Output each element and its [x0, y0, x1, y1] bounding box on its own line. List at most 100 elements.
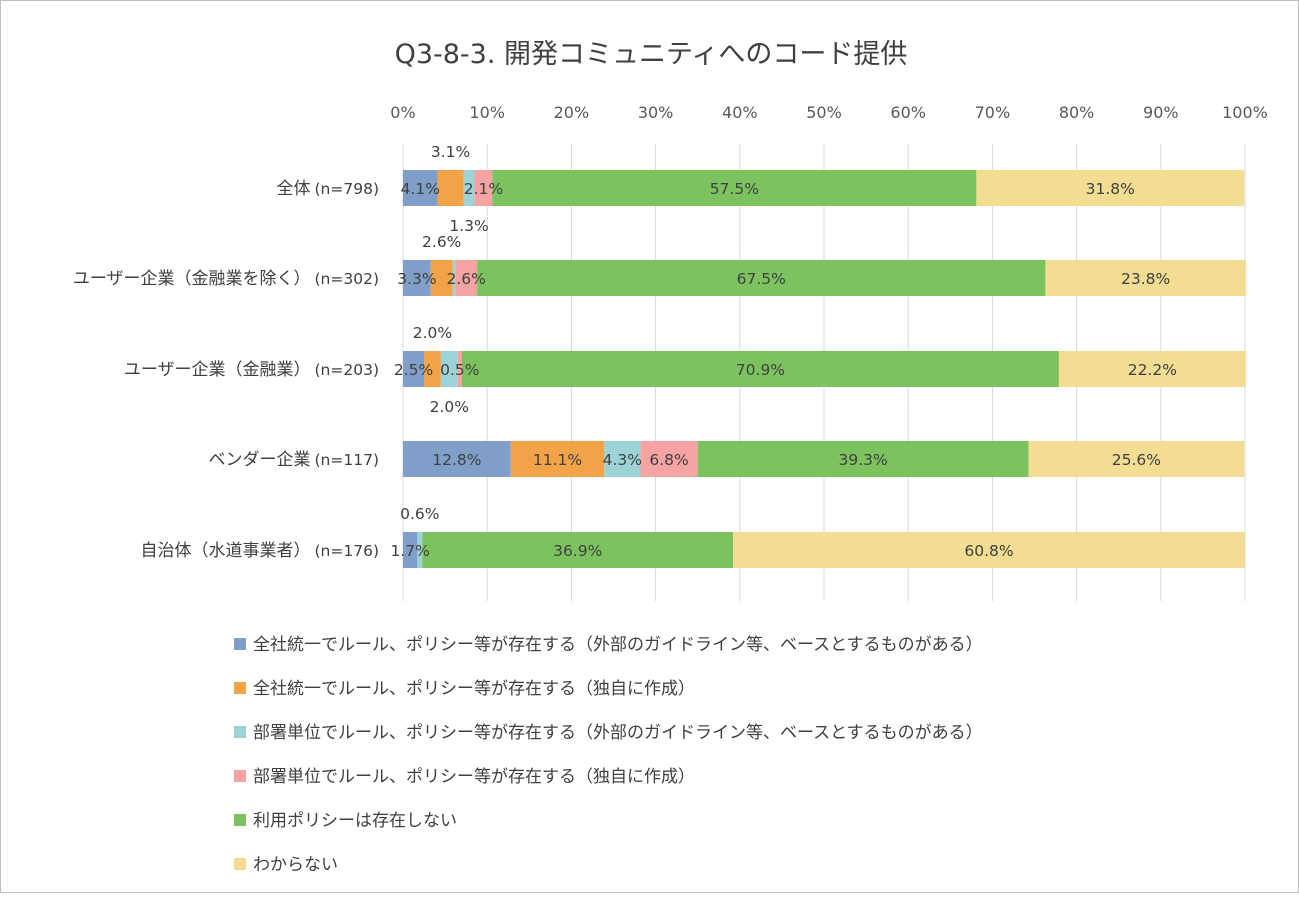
bar-segment: [1028, 441, 1245, 477]
legend-label: 全社統一でルール、ポリシー等が存在する（独自に作成）: [253, 679, 695, 699]
category-name: 全体: [277, 179, 311, 199]
data-labels: 4.1% 3.1% 1.3% 2.1% 57.5% 31.8% 3.3% 2.6% 2.6% 67…: [390, 143, 1177, 560]
legend-swatch: [234, 858, 246, 870]
data-label: 0.5%: [440, 361, 479, 379]
category-n: (n=203): [315, 361, 380, 379]
legend: 全社統一でルール、ポリシー等が存在する（外部のガイドライン等、ベースとするものが…: [234, 635, 983, 875]
data-label: 36.9%: [553, 542, 602, 560]
x-tick-label: 90%: [1143, 103, 1179, 122]
legend-label: 利用ポリシーは存在しない: [253, 811, 457, 831]
x-tick-label: 0%: [390, 103, 415, 122]
x-tick-label: 50%: [806, 103, 842, 122]
bar-segment: [976, 170, 1245, 206]
category-n: (n=176): [315, 542, 380, 560]
x-tick-label: 20%: [554, 103, 590, 122]
bar-segment: [461, 351, 1059, 387]
bar-segment: [697, 441, 1029, 477]
data-label: 12.8%: [432, 451, 481, 469]
data-label: 1.7%: [390, 542, 429, 560]
legend-label: 部署単位でルール、ポリシー等が存在する（独自に作成）: [253, 767, 695, 787]
data-label: 0.6%: [400, 505, 439, 523]
data-label: 25.6%: [1112, 451, 1161, 469]
data-label: 31.8%: [1086, 180, 1135, 198]
x-tick-label: 100%: [1222, 103, 1268, 122]
bar-segment: [463, 170, 475, 206]
legend-swatch: [234, 726, 246, 738]
data-label: 11.1%: [533, 451, 582, 469]
bar-segment: [640, 441, 698, 477]
data-label: 2.0%: [430, 398, 469, 416]
category-label: 全体 (n=798): [277, 179, 380, 199]
legend-swatch: [234, 682, 246, 694]
data-label: 23.8%: [1121, 270, 1170, 288]
category-name: ユーザー企業（金融業）: [124, 360, 311, 380]
category-labels: 全体 (n=798)ユーザー企業（金融業を除く） (n=302)ユーザー企業（金融業…: [73, 179, 379, 561]
category-label: ユーザー企業（金融業） (n=203): [124, 360, 379, 380]
category-label: 自治体（水道事業者） (n=176): [141, 541, 380, 561]
data-label: 2.6%: [422, 233, 461, 251]
bar-segments: [403, 170, 1246, 568]
bar-segment: [430, 260, 453, 296]
category-label: ベンダー企業 (n=117): [209, 450, 380, 470]
data-label: 4.1%: [401, 180, 440, 198]
data-label: 3.1%: [431, 143, 470, 161]
x-tick-label: 10%: [469, 103, 505, 122]
bar-segment: [437, 170, 464, 206]
legend-label: 全社統一でルール、ポリシー等が存在する（外部のガイドライン等、ベースとするものが…: [253, 635, 983, 655]
data-label: 4.3%: [603, 451, 642, 469]
category-n: (n=302): [315, 270, 380, 288]
bar-segment: [455, 260, 478, 296]
bar-segment: [403, 532, 418, 568]
data-label: 2.0%: [413, 324, 452, 342]
bar-segment: [733, 532, 1245, 568]
bar-segment: [424, 351, 441, 387]
x-tick-label: 70%: [975, 103, 1011, 122]
category-label: ユーザー企業（金融業を除く） (n=302): [73, 269, 379, 289]
x-axis-ticks: 0% 10% 20% 30% 40% 50% 60% 70% 80% 90% 100%: [390, 103, 1268, 122]
bar-segment: [604, 441, 641, 477]
chart-title: Q3-8-3. 開発コミュニティへのコード提供: [395, 39, 908, 70]
data-label: 3.3%: [397, 270, 436, 288]
legend-label: わからない: [253, 855, 338, 875]
data-label: 22.2%: [1128, 361, 1177, 379]
data-label: 6.8%: [649, 451, 688, 469]
data-label: 1.3%: [449, 217, 488, 235]
bar-segment: [440, 351, 458, 387]
bar-segment: [422, 532, 734, 568]
category-name: ユーザー企業（金融業を除く）: [73, 269, 311, 289]
data-label: 2.1%: [464, 180, 503, 198]
bar-segment: [1058, 351, 1246, 387]
legend-swatch: [234, 638, 246, 650]
bar-segment: [474, 170, 493, 206]
bar-segment: [403, 170, 438, 206]
legend-swatch: [234, 814, 246, 826]
category-name: 自治体（水道事業者）: [141, 541, 311, 561]
bar-segment: [492, 170, 977, 206]
legend-swatch: [234, 770, 246, 782]
bar-segment: [403, 351, 425, 387]
data-label: 57.5%: [710, 180, 759, 198]
x-tick-label: 40%: [722, 103, 758, 122]
bar-segment: [417, 532, 423, 568]
category-name: ベンダー企業: [209, 450, 311, 470]
x-tick-label: 30%: [638, 103, 674, 122]
data-label: 67.5%: [737, 270, 786, 288]
legend-label: 部署単位でルール、ポリシー等が存在する（外部のガイドライン等、ベースとするものが…: [253, 723, 983, 743]
data-label: 39.3%: [839, 451, 888, 469]
x-tick-label: 60%: [890, 103, 926, 122]
bar-segment: [1045, 260, 1246, 296]
bar-segment: [457, 351, 462, 387]
category-n: (n=798): [315, 180, 380, 198]
x-tick-label: 80%: [1059, 103, 1095, 122]
bar-segment: [403, 441, 511, 477]
bar-segment: [452, 260, 456, 296]
data-label: 2.6%: [446, 270, 485, 288]
data-label: 2.5%: [394, 361, 433, 379]
bar-segment: [477, 260, 1046, 296]
data-label: 60.8%: [964, 542, 1013, 560]
category-n: (n=117): [315, 451, 380, 469]
data-label: 70.9%: [736, 361, 785, 379]
bar-segment: [510, 441, 605, 477]
